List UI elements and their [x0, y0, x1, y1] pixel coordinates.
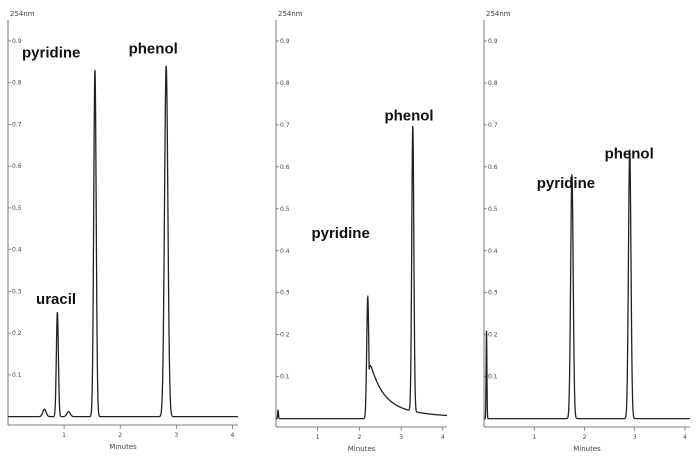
- chromatogram-trace: [8, 65, 238, 418]
- y-tick-label: 0.6: [12, 163, 22, 170]
- chromatogram-trace: [484, 148, 690, 420]
- peak-label-phenol: phenol: [605, 145, 654, 162]
- peak-label-pyridine: pyridine: [22, 45, 80, 62]
- y-tick-label: 0.7: [12, 121, 22, 128]
- peak-label-uracil: uracil: [36, 291, 76, 308]
- y-tick-label: 0.4: [488, 248, 498, 255]
- chromatogram-panel-2: 254nm 0.1 0.2 0.3 0.4 0.5 0.6 0.7 0.8 0.9 1 2 3 4 Minu…: [275, 10, 448, 453]
- y-unit-label: 254nm: [10, 10, 35, 18]
- x-tick-label: 3: [399, 434, 403, 441]
- y-tick-label: 0.6: [488, 164, 498, 171]
- y-tick-label: 0.3: [488, 290, 498, 297]
- x-tick-label: 2: [583, 434, 587, 441]
- x-tick-label: 1: [62, 432, 66, 439]
- x-axis-title: Minutes: [109, 443, 137, 451]
- x-tick-label: 3: [633, 434, 637, 441]
- y-tick-label: 0.9: [280, 38, 290, 45]
- x-tick-label: 1: [532, 434, 536, 441]
- chromatogram-panel-3: 254nm 0.1 0.2 0.3 0.4 0.5 0.6 0.7 0.8 0.9 1 2 3 4 Minu…: [483, 10, 690, 453]
- x-axis-title: Minutes: [573, 445, 601, 453]
- y-tick-label: 0.9: [12, 38, 22, 45]
- y-tick-label: 0.6: [280, 164, 290, 171]
- x-tick-label: 2: [118, 432, 122, 439]
- x-axis-title: Minutes: [348, 445, 376, 453]
- x-tick-label: 1: [316, 434, 320, 441]
- y-tick-label: 0.5: [280, 206, 290, 213]
- y-tick-label: 0.8: [12, 80, 22, 87]
- peak-label-pyridine: pyridine: [537, 175, 595, 192]
- y-tick-label: 0.1: [12, 372, 22, 379]
- peak-label-phenol: phenol: [384, 108, 433, 125]
- y-tick-label: 0.3: [280, 290, 290, 297]
- chromatogram-trace: [276, 125, 448, 420]
- y-tick-label: 0.2: [280, 332, 290, 339]
- y-tick-label: 0.5: [488, 206, 498, 213]
- y-tick-label: 0.4: [280, 248, 290, 255]
- y-tick-label: 0.3: [12, 288, 22, 295]
- x-tick-label: 4: [230, 432, 234, 439]
- peak-label-phenol: phenol: [129, 40, 178, 57]
- x-tick-label: 4: [441, 434, 445, 441]
- y-tick-label: 0.7: [280, 122, 290, 129]
- y-tick-label: 0.4: [12, 247, 22, 254]
- y-tick-label: 0.1: [488, 374, 498, 381]
- peak-label-pyridine: pyridine: [311, 225, 369, 242]
- chromatogram-panel-1: 254nm 0.1 0.2 0.3 0.4 0.5 0.6 0.7 0.8 0.9 1 2 3 4 Minu…: [7, 10, 238, 451]
- y-unit-label: 254nm: [486, 10, 511, 18]
- y-tick-label: 0.1: [280, 374, 290, 381]
- y-tick-label: 0.8: [488, 80, 498, 87]
- y-tick-label: 0.2: [12, 330, 22, 337]
- y-tick-label: 0.7: [488, 122, 498, 129]
- y-tick-label: 0.5: [12, 205, 22, 212]
- y-tick-label: 0.8: [280, 80, 290, 87]
- y-tick-label: 0.2: [488, 332, 498, 339]
- x-tick-label: 2: [358, 434, 362, 441]
- y-tick-label: 0.9: [488, 38, 498, 45]
- x-tick-label: 3: [174, 432, 178, 439]
- x-tick-label: 4: [683, 434, 687, 441]
- y-unit-label: 254nm: [278, 10, 303, 18]
